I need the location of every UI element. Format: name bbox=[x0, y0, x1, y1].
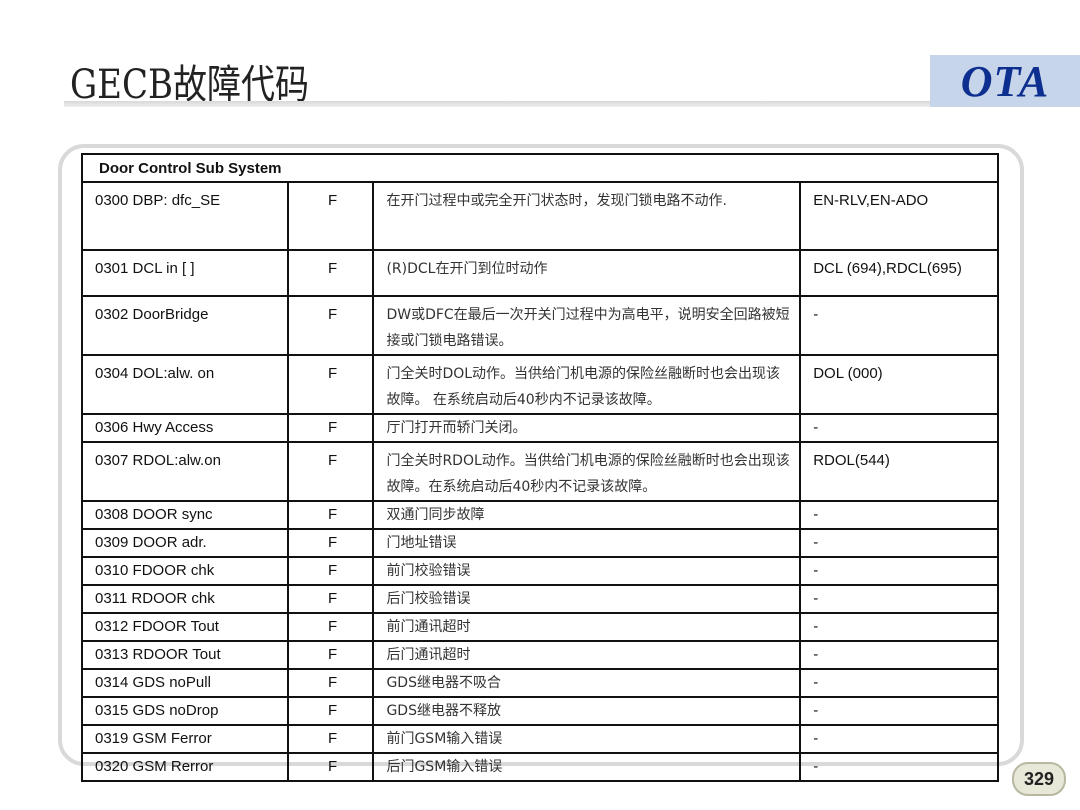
fault-type: F bbox=[286, 724, 375, 754]
fault-code: 0308 DOOR sync bbox=[81, 500, 289, 530]
table-row: 0302 DoorBridge F DW或DFC在最后一次开关门过程中为高电平，说明… bbox=[81, 295, 999, 356]
title-divider bbox=[64, 101, 932, 107]
fault-reference: - bbox=[799, 556, 999, 586]
table-row: 0301 DCL in [ ] F (R)DCL在开门到位时动作 DCL (694),… bbox=[81, 249, 999, 297]
fault-type: F bbox=[286, 249, 375, 297]
fault-code: 0311 RDOOR chk bbox=[81, 584, 289, 614]
fault-description: DW或DFC在最后一次开关门过程中为高电平，说明安全回路被短接或门锁电路错误。 bbox=[372, 295, 802, 356]
fault-type: F bbox=[286, 354, 375, 415]
fault-reference: - bbox=[799, 696, 999, 726]
table-row: 0308 DOOR sync F 双通门同步故障 - bbox=[81, 500, 999, 530]
fault-description: 前门校验错误 bbox=[372, 556, 802, 586]
fault-type: F bbox=[286, 413, 375, 443]
fault-description: (R)DCL在开门到位时动作 bbox=[372, 249, 802, 297]
fault-code: 0304 DOL:alw. on bbox=[81, 354, 289, 415]
fault-description: 厅门打开而轿门关闭。 bbox=[372, 413, 802, 443]
fault-description: GDS继电器不吸合 bbox=[372, 668, 802, 698]
fault-reference: - bbox=[799, 724, 999, 754]
page-title: GECB故障代码 bbox=[70, 62, 309, 108]
fault-code: 0309 DOOR adr. bbox=[81, 528, 289, 558]
fault-type: F bbox=[286, 441, 375, 502]
table-row: 0311 RDOOR chk F 后门校验错误 - bbox=[81, 584, 999, 614]
fault-reference: - bbox=[799, 584, 999, 614]
fault-type: F bbox=[286, 696, 375, 726]
fault-type: F bbox=[286, 584, 375, 614]
fault-type: F bbox=[286, 181, 375, 251]
fault-reference: EN-RLV,EN-ADO bbox=[799, 181, 999, 251]
fault-type: F bbox=[286, 500, 375, 530]
table-row: 0314 GDS noPull F GDS继电器不吸合 - bbox=[81, 668, 999, 698]
fault-code: 0319 GSM Ferror bbox=[81, 724, 289, 754]
table-row: 0300 DBP: dfc_SE F 在开门过程中或完全开门状态时，发现门锁电路不动… bbox=[81, 181, 999, 251]
fault-type: F bbox=[286, 612, 375, 642]
fault-reference: - bbox=[799, 295, 999, 356]
fault-description: 后门校验错误 bbox=[372, 584, 802, 614]
fault-type: F bbox=[286, 640, 375, 670]
fault-type: F bbox=[286, 528, 375, 558]
table-row: 0319 GSM Ferror F 前门GSM输入错误 - bbox=[81, 724, 999, 754]
fault-code: 0315 GDS noDrop bbox=[81, 696, 289, 726]
page-number: 329 bbox=[1012, 762, 1066, 796]
fault-code-table: Door Control Sub System 0300 DBP: dfc_SE… bbox=[81, 153, 999, 782]
fault-type: F bbox=[286, 556, 375, 586]
fault-reference: - bbox=[799, 612, 999, 642]
fault-description: 前门通讯超时 bbox=[372, 612, 802, 642]
fault-reference: - bbox=[799, 528, 999, 558]
fault-description: GDS继电器不释放 bbox=[372, 696, 802, 726]
fault-reference: - bbox=[799, 752, 999, 782]
fault-description: 门全关时RDOL动作。当供给门机电源的保险丝融断时也会出现该故障。在系统启动后4… bbox=[372, 441, 802, 502]
fault-reference: RDOL(544) bbox=[799, 441, 999, 502]
table-row: 0306 Hwy Access F 厅门打开而轿门关闭。 - bbox=[81, 413, 999, 443]
fault-description: 门地址错误 bbox=[372, 528, 802, 558]
table-row: 0309 DOOR adr. F 门地址错误 - bbox=[81, 528, 999, 558]
table-header: Door Control Sub System bbox=[81, 153, 999, 183]
fault-code: 0301 DCL in [ ] bbox=[81, 249, 289, 297]
fault-description: 在开门过程中或完全开门状态时，发现门锁电路不动作. bbox=[372, 181, 802, 251]
ota-logo: OTA bbox=[930, 55, 1080, 107]
fault-reference: - bbox=[799, 413, 999, 443]
fault-type: F bbox=[286, 752, 375, 782]
fault-reference: - bbox=[799, 640, 999, 670]
table-row: 0312 FDOOR Tout F 前门通讯超时 - bbox=[81, 612, 999, 642]
fault-code: 0312 FDOOR Tout bbox=[81, 612, 289, 642]
fault-reference: - bbox=[799, 500, 999, 530]
fault-code: 0313 RDOOR Tout bbox=[81, 640, 289, 670]
fault-description: 门全关时DOL动作。当供给门机电源的保险丝融断时也会出现该故障。 在系统启动后4… bbox=[372, 354, 802, 415]
table-row: 0313 RDOOR Tout F 后门通讯超时 - bbox=[81, 640, 999, 670]
fault-code: 0310 FDOOR chk bbox=[81, 556, 289, 586]
fault-reference: DCL (694),RDCL(695) bbox=[799, 249, 999, 297]
fault-description: 双通门同步故障 bbox=[372, 500, 802, 530]
fault-type: F bbox=[286, 668, 375, 698]
fault-reference: - bbox=[799, 668, 999, 698]
fault-description: 后门通讯超时 bbox=[372, 640, 802, 670]
table-row: 0320 GSM Rerror F 后门GSM输入错误 - bbox=[81, 752, 999, 782]
fault-type: F bbox=[286, 295, 375, 356]
fault-code: 0300 DBP: dfc_SE bbox=[81, 181, 289, 251]
table-row: 0304 DOL:alw. on F 门全关时DOL动作。当供给门机电源的保险丝融断… bbox=[81, 354, 999, 415]
table-row: 0315 GDS noDrop F GDS继电器不释放 - bbox=[81, 696, 999, 726]
fault-code: 0307 RDOL:alw.on bbox=[81, 441, 289, 502]
fault-code: 0314 GDS noPull bbox=[81, 668, 289, 698]
fault-description: 后门GSM输入错误 bbox=[372, 752, 802, 782]
table-row: 0310 FDOOR chk F 前门校验错误 - bbox=[81, 556, 999, 586]
fault-reference: DOL (000) bbox=[799, 354, 999, 415]
fault-description: 前门GSM输入错误 bbox=[372, 724, 802, 754]
fault-code: 0302 DoorBridge bbox=[81, 295, 289, 356]
table-row: 0307 RDOL:alw.on F 门全关时RDOL动作。当供给门机电源的保险丝融… bbox=[81, 441, 999, 502]
fault-code: 0306 Hwy Access bbox=[81, 413, 289, 443]
fault-code: 0320 GSM Rerror bbox=[81, 752, 289, 782]
